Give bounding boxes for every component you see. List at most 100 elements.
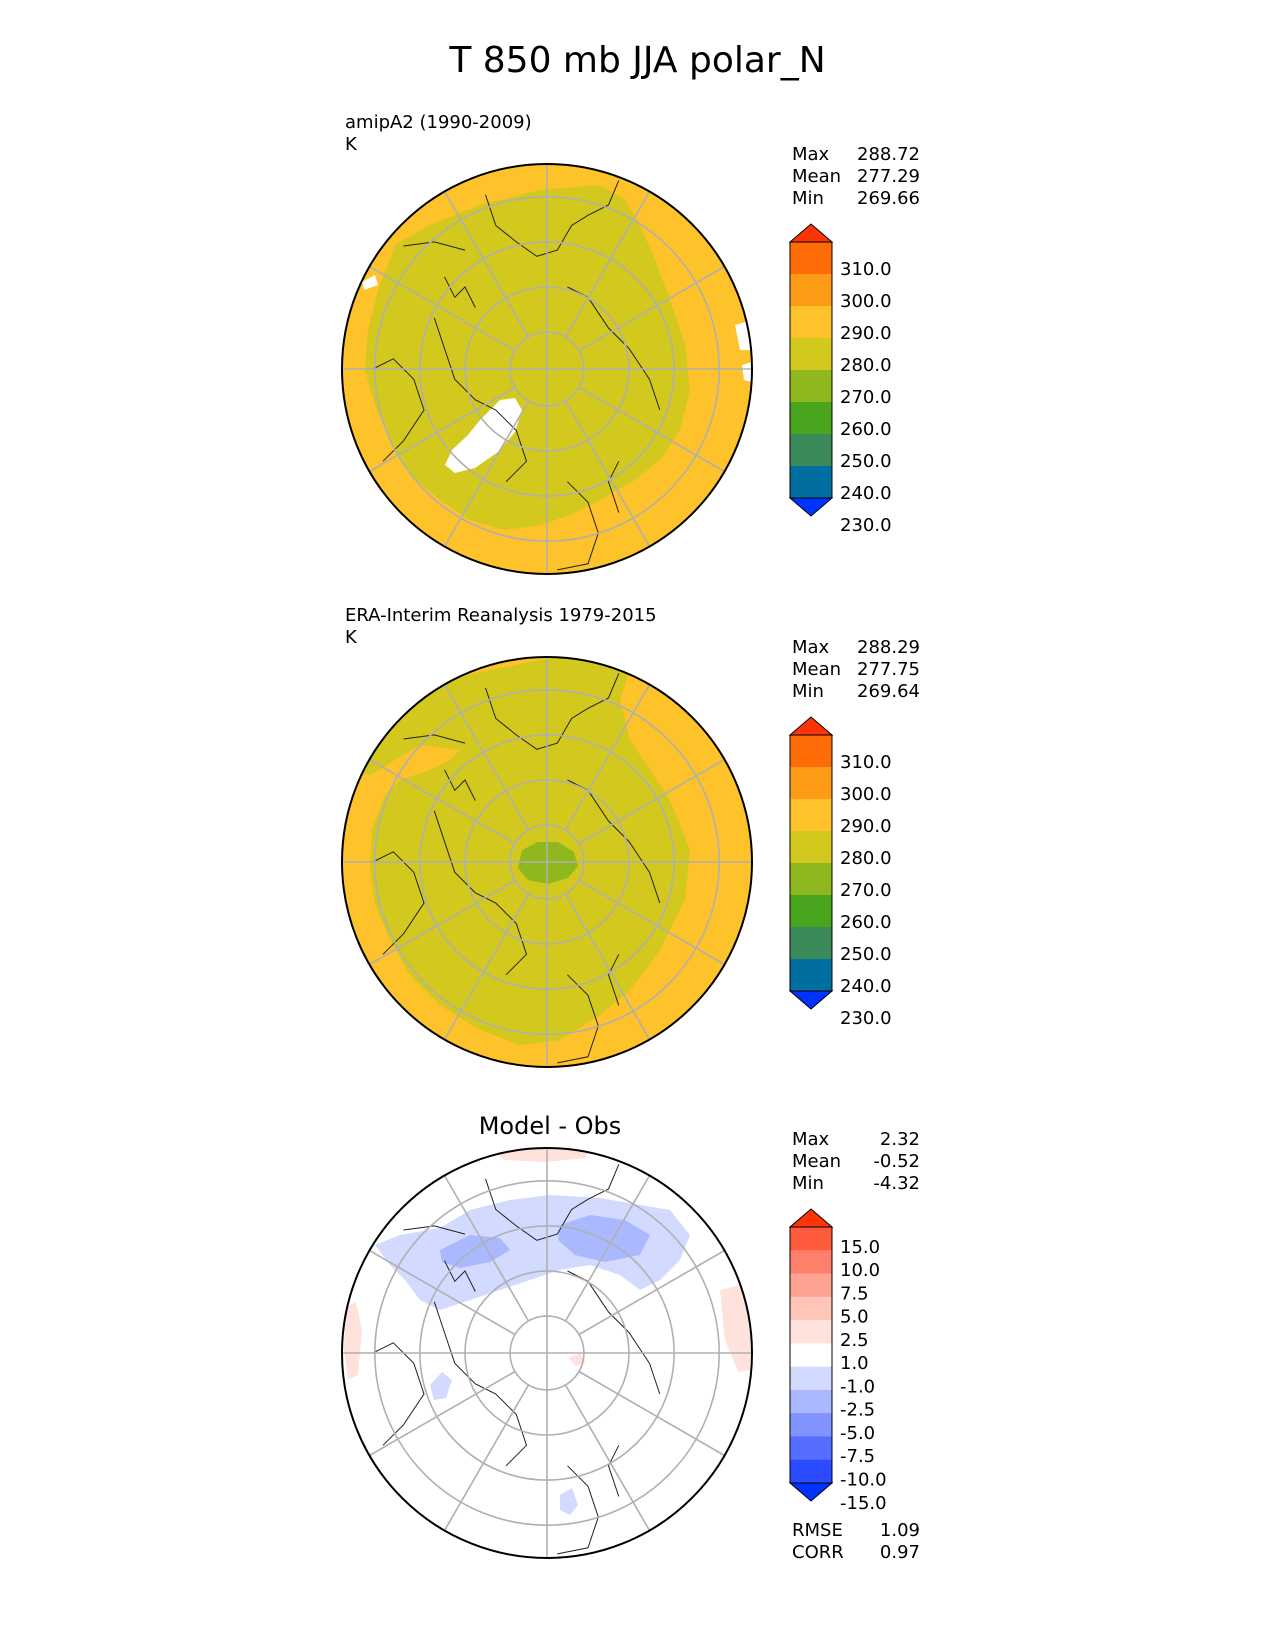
panel3-negative-small-south [560, 1488, 578, 1515]
panel3-stat-min: -4.32 [873, 1173, 920, 1194]
panel1-map-outline [341, 163, 753, 575]
panel2-meridian-210 [443, 893, 530, 1040]
panel1-colorbar-segment-2 [790, 306, 832, 339]
panel2-meridian-150 [564, 893, 651, 1040]
panel3-colorbar: 15.010.07.5 5.02.51.0-1.0 -2.5-5.0-7.5 -10.… [788, 1208, 887, 1514]
panel2-colorbar-tick-label-2: 250.0 [840, 944, 892, 965]
panel2-colorbar: 230.0 240.0 250.0 260.0 270.0 280.0 290.0 300.0… [788, 716, 892, 1029]
panel2-colorbar-frame [789, 734, 833, 992]
panel3-negative-strong-east [558, 1215, 650, 1262]
panel2-label-line1: ERA-Interim Reanalysis 1979-2015 [345, 605, 657, 626]
panel1-colorbar-segment-1 [790, 274, 832, 307]
panel1-stats: Max 288.72 Mean 277.29 Min 269.66 [792, 144, 920, 210]
panel2-coastline-0 [485, 673, 620, 750]
panel3-colorbar-tick-label-4: 2.5 [840, 1330, 869, 1351]
panel2-meridian-300 [369, 758, 516, 845]
panel3-colorbar-tick-label-7: -2.5 [840, 1400, 875, 1421]
panel2-stat-min-label: Min [792, 681, 824, 702]
panel1-white-edge-left [362, 275, 378, 290]
panel2-stat-max-label: Max [792, 637, 830, 658]
panel1-coastline-3 [372, 358, 425, 462]
panel2-colorbar-tick-label-0: 230.0 [840, 1008, 892, 1029]
panel1-colorbar-tick-label-1: 240.0 [840, 483, 892, 504]
panel3-colorbar-segment-4 [790, 1320, 832, 1344]
panel2-colorbar-tick-label-4: 270.0 [840, 880, 892, 901]
panel3-corr: 0.97 [879, 1542, 920, 1563]
panel3-meridian-120 [578, 1370, 725, 1457]
panel2-colorbar-segment-5 [790, 895, 832, 928]
panel3-positive-left [344, 1302, 362, 1380]
panel1-inner-temperature-region [365, 185, 690, 530]
panel1-colorbar-segment-7 [790, 466, 832, 499]
panel2-colorbar-tick-label-1: 240.0 [840, 976, 892, 997]
panel2-colorbar-segment-0 [790, 735, 832, 768]
panel1-coastline-0 [485, 180, 620, 257]
panel3-coastline-5 [607, 1445, 620, 1497]
panel2-colorbar-tick-label-6: 290.0 [840, 816, 892, 837]
panel3-stat-max-label: Max [792, 1129, 830, 1150]
panel3-colorbar-tick-label-2: 7.5 [840, 1283, 869, 1304]
panel3-stat-min-label: Min [792, 1173, 824, 1194]
panel1-meridian-120 [578, 386, 725, 473]
panel1-colorbar-frame [789, 241, 833, 499]
panel3-colorbar-tick-label-0: 15.0 [840, 1237, 880, 1258]
panel3-meridian-330 [443, 1175, 530, 1322]
panel1-meridian-240 [369, 386, 516, 473]
panel3-coastline-3 [372, 1342, 425, 1446]
panel1-meridian-30 [564, 191, 651, 338]
panel2-meridian-330 [443, 684, 530, 831]
panel1-coastline-5 [607, 461, 620, 513]
panel1-meridian-150 [564, 400, 651, 547]
panel2-colorbar-tick-label-3: 260.0 [840, 912, 892, 933]
panel2-stat-mean-label: Mean [792, 659, 842, 680]
panel2-colorbar-segment-7 [790, 959, 832, 992]
panel3-colorbar-tick-label-10: -10.0 [840, 1470, 887, 1491]
panel3-map-outline [341, 1147, 753, 1559]
panel3-colorbar-tick-label-5: 1.0 [840, 1353, 869, 1374]
panel3-colorbar-segment-3 [790, 1296, 832, 1321]
panel3-positive-center [568, 1354, 586, 1366]
panel2-meridian-60 [578, 758, 725, 845]
panel3-metrics: RMSE 1.09 CORR 0.97 [792, 1520, 920, 1564]
panel2-label-line2: K [345, 627, 357, 648]
panel1-meridian-210 [443, 400, 530, 547]
panel1-colorbar-tick-label-2: 250.0 [840, 451, 892, 472]
panel3-colorbar-tick-label-1: 10.0 [840, 1260, 880, 1281]
panel1-colorbar-segment-6 [790, 434, 832, 467]
panel3-meridian-210 [443, 1384, 530, 1531]
panel1-stat-max: 288.72 [857, 144, 920, 165]
panel3-stats: Max 2.32 Mean -0.52 Min -4.32 [792, 1129, 920, 1195]
panel1-colorbar: 230.0 240.0 250.0 260.0 270.0 280.0 290.0 300.0… [788, 223, 892, 536]
panel2-stats: Max 288.29 Mean 277.75 Min 269.64 [792, 637, 920, 703]
panel3-coastline-7 [403, 1225, 466, 1235]
panel3-rmse: 1.09 [879, 1520, 920, 1541]
panel3-rmse-label: RMSE [792, 1520, 843, 1541]
panel1-overlay [342, 164, 752, 574]
panel3-meridian-300 [369, 1249, 516, 1336]
panel1-meridian-60 [578, 265, 725, 352]
panel1-colorbar-extend-low [788, 497, 834, 517]
panel1-colorbar-segment-5 [790, 402, 832, 435]
panel3-coastline-0 [485, 1164, 620, 1241]
panel2-coastline-5 [607, 954, 620, 1006]
panel1-coastline-7 [403, 241, 466, 251]
panel1-stat-mean: 277.29 [857, 166, 920, 187]
panel3-title: Model - Obs [478, 1112, 622, 1140]
panel1-label-line1: amipA2 (1990-2009) [345, 112, 532, 133]
panel3-stat-mean-label: Mean [792, 1151, 842, 1172]
panel3-colorbar-tick-label-11: -15.0 [840, 1493, 887, 1514]
panel2-label: ERA-Interim Reanalysis 1979-2015 K [345, 605, 657, 649]
panel1-colorbar-segment-3 [790, 338, 832, 371]
panel3-colorbar-tick-label-3: 5.0 [840, 1307, 869, 1328]
panel1-stat-mean-label: Mean [792, 166, 842, 187]
panel3-colorbar-extend-high [788, 1208, 834, 1228]
panel2-colorbar-segment-4 [790, 863, 832, 896]
panel3-positive-right [720, 1285, 752, 1372]
panel1-stat-min-label: Min [792, 188, 824, 209]
panel1-colorbar-tick-label-8: 310.0 [840, 259, 892, 280]
panel2-map-outline [341, 656, 753, 1068]
panel1-colorbar-extend-high [788, 223, 834, 243]
panel3-colorbar-extend-low [788, 1482, 834, 1502]
panel1-colorbar-tick-label-6: 290.0 [840, 323, 892, 344]
panel3-negative-small-west [430, 1372, 452, 1400]
